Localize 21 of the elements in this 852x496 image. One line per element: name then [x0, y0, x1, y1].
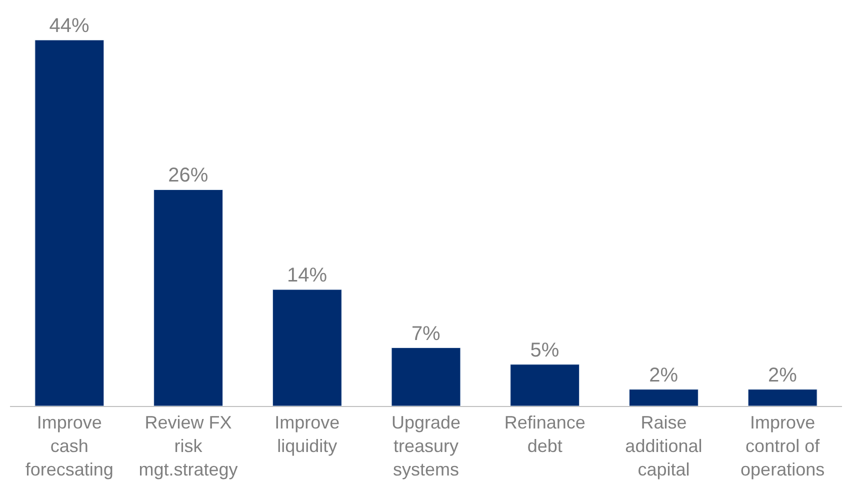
- bar: [629, 389, 698, 406]
- data-label: 5%: [530, 339, 560, 362]
- bar: [34, 40, 104, 406]
- bar: [510, 364, 580, 406]
- data-label: 44%: [49, 15, 90, 37]
- x-tick-label: Review FX risk mgt.strategy: [138, 412, 238, 480]
- data-label: 2%: [768, 364, 798, 386]
- data-label: 14%: [287, 264, 328, 287]
- data-label: 26%: [168, 164, 208, 187]
- x-tick-label: Improve liquidity: [274, 412, 340, 456]
- x-tick-label: Upgrade treasury systems: [391, 412, 461, 480]
- x-tick-label: Improve cash forecsating: [25, 412, 114, 480]
- bar: [391, 348, 461, 406]
- x-tick-label: Improve control of operations: [740, 412, 825, 480]
- bar: [748, 389, 818, 406]
- data-label: 2%: [649, 364, 678, 386]
- data-label: 7%: [411, 322, 441, 345]
- bar: [272, 289, 342, 406]
- bar: [154, 189, 223, 406]
- x-tick-label: Raise additional capital: [625, 412, 702, 480]
- x-tick-label: Refinance debt: [504, 412, 586, 456]
